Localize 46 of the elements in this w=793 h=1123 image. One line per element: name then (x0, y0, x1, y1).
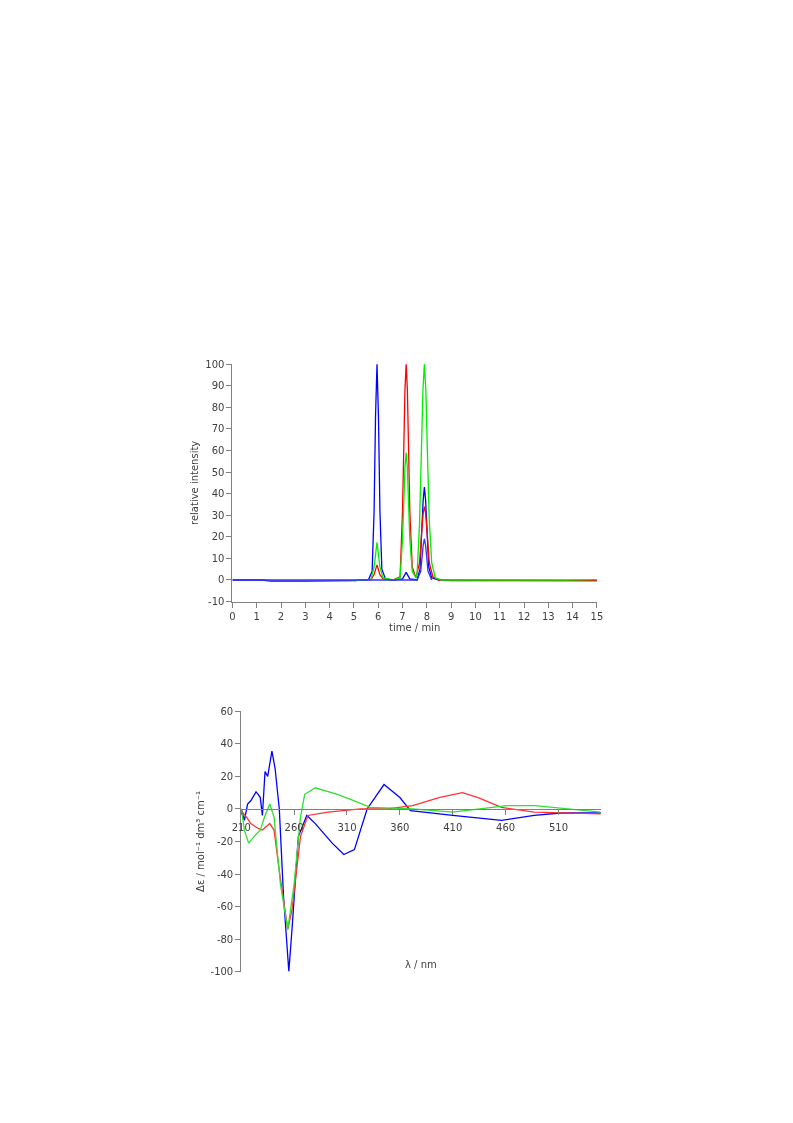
x-tick-label: 14 (566, 610, 579, 622)
y-tick-label: 40 (211, 488, 225, 500)
line-series (232, 538, 433, 581)
x-tick-label: 410 (443, 821, 463, 833)
y-tick-label: 30 (211, 509, 225, 521)
x-tick-label: 2 (277, 610, 285, 622)
y-tick-label: 10 (211, 552, 225, 564)
y-tick-label: -100 (210, 966, 234, 978)
y-tick-label: 80 (211, 401, 225, 413)
x-tick-label: 10 (469, 610, 482, 622)
x-tick-label: 9 (447, 610, 455, 622)
x-tick-label: 7 (399, 610, 406, 622)
y-tick-label: 0 (226, 803, 234, 815)
x-tick-label: 13 (541, 610, 555, 622)
x-tick-label: 510 (548, 821, 569, 833)
y-tick-label: 60 (220, 705, 234, 717)
x-tick-label: 8 (423, 610, 431, 622)
y-tick-label: -60 (216, 901, 234, 913)
y-tick-label: -40 (216, 868, 234, 880)
y-tick-label: 70 (211, 423, 225, 435)
y-tick-label: -80 (216, 933, 234, 945)
y-tick-label: -10 (208, 596, 225, 608)
x-axis-title: λ / nm (405, 959, 437, 970)
x-tick-label: 4 (326, 610, 333, 622)
y-tick-label: -20 (216, 835, 234, 847)
y-tick-label: 0 (218, 574, 225, 586)
y-axis-title: relative intensity (189, 440, 201, 525)
x-tick-label: 460 (496, 821, 516, 833)
y-tick-label: 100 (205, 358, 225, 370)
x-tick-label: 360 (390, 821, 410, 833)
y-tick-label: 60 (211, 444, 225, 456)
x-axis-title: time / min (389, 621, 441, 633)
x-tick-label: 11 (493, 610, 507, 622)
x-tick-label: 5 (350, 610, 358, 622)
y-tick-label: 20 (220, 770, 234, 782)
y-tick-label: 20 (211, 531, 225, 543)
x-tick-label: 15 (590, 610, 604, 622)
y-tick-label: 40 (220, 738, 234, 750)
y-tick-label: 50 (211, 466, 225, 478)
x-tick-label: 1 (253, 610, 260, 622)
x-tick-label: 310 (337, 821, 357, 833)
y-axis-title: Δε / mol⁻¹ dm³ cm⁻¹ (194, 791, 206, 892)
x-tick-label: 6 (375, 610, 382, 622)
x-tick-label: 3 (302, 610, 309, 622)
x-tick-label: 12 (517, 610, 531, 622)
y-tick-label: 90 (211, 380, 225, 392)
